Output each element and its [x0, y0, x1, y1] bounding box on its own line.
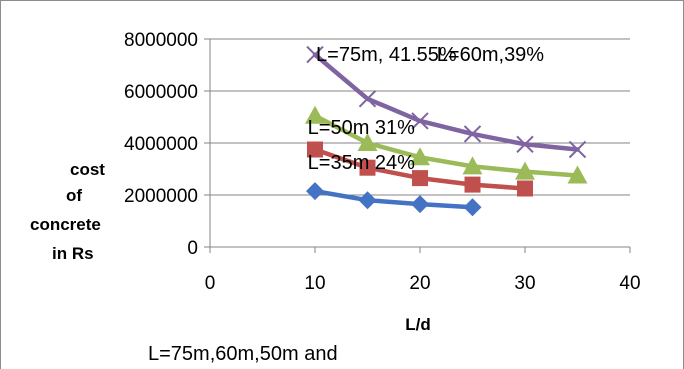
y-tick-labels: 0 2000000 4000000 6000000 8000000 [124, 30, 198, 259]
y-tick-label: 6000000 [124, 82, 198, 103]
series-line [312, 113, 580, 178]
x-tick-label: 10 [304, 273, 325, 294]
data-point [305, 105, 325, 124]
annotations: L=75m, 41.55%L=60m,39% L=50m 31% L=35m 24% [308, 44, 545, 174]
x-tick-labels: 0 10 20 30 40 [205, 273, 641, 294]
y-tick-label: 8000000 [124, 30, 198, 51]
data-point [412, 170, 428, 187]
y-tick-label: 0 [187, 238, 198, 259]
annotation-label: L=75m, 41.55% [316, 44, 457, 66]
annotation-label: L=60m,39% [437, 44, 545, 66]
series-line [312, 188, 475, 210]
y-tick-label: 4000000 [124, 134, 198, 155]
data-point [463, 125, 482, 143]
data-point [464, 176, 481, 193]
y-axis-label-line: in Rs [52, 244, 94, 263]
data-point [307, 141, 323, 158]
caption: L=75m,60m,50m and [148, 343, 338, 365]
data-point [462, 156, 483, 175]
series-group [305, 45, 588, 217]
data-point [411, 195, 429, 214]
y-axis-label: cost of concrete in Rs [30, 160, 105, 263]
x-tick-label: 40 [619, 273, 640, 294]
data-point [357, 133, 378, 151]
data-point [306, 182, 324, 201]
data-point [411, 112, 429, 130]
y-axis-label-line: cost [70, 160, 105, 179]
annotation-label: L=50m 31% [308, 117, 416, 139]
series-1 [306, 182, 482, 217]
x-tick-label: 30 [514, 273, 535, 294]
data-point [358, 90, 377, 108]
data-point [306, 45, 324, 64]
y-tick-label: 2000000 [124, 186, 198, 207]
x-axis-label: L/d [405, 315, 431, 334]
data-point [410, 147, 430, 166]
y-axis-label-line: of [66, 186, 82, 205]
y-axis-label-line: concrete [30, 215, 101, 234]
data-point [516, 135, 534, 154]
series-2 [307, 141, 533, 197]
x-tick-label: 0 [205, 273, 216, 294]
data-point [359, 159, 376, 176]
data-point [567, 165, 588, 184]
data-point [517, 180, 533, 197]
axes [209, 39, 631, 253]
series-3 [305, 105, 588, 184]
data-point [358, 191, 377, 210]
data-point [515, 161, 535, 180]
series-line [312, 52, 580, 152]
data-point [568, 140, 587, 159]
series-4 [306, 45, 587, 159]
gridlines [204, 38, 630, 248]
annotation-label: L=35m 24% [308, 152, 416, 174]
x-tick-label: 20 [409, 273, 430, 294]
data-point [463, 198, 482, 217]
